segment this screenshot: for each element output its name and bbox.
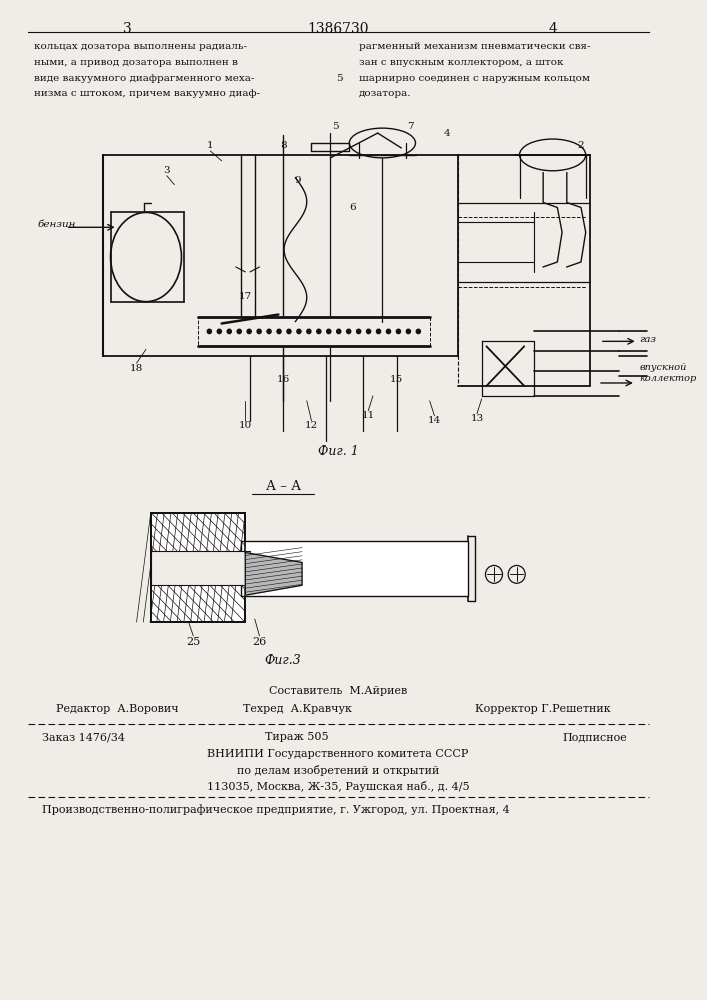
Text: 13: 13 — [470, 414, 484, 423]
Text: шарнирно соединен с наружным кольцом: шарнирно соединен с наружным кольцом — [358, 74, 590, 83]
Text: 113035, Москва, Ж-35, Раушская наб., д. 4/5: 113035, Москва, Ж-35, Раушская наб., д. … — [206, 781, 469, 792]
Text: рагменный механизм пневматически свя-: рагменный механизм пневматически свя- — [358, 42, 590, 51]
Circle shape — [227, 329, 231, 334]
Text: по делам изобретений и открытий: по делам изобретений и открытий — [237, 765, 439, 776]
Circle shape — [307, 329, 311, 334]
Text: дозатора.: дозатора. — [358, 89, 411, 98]
Bar — [151, 551, 250, 585]
Text: 2: 2 — [578, 141, 584, 150]
Circle shape — [247, 329, 251, 334]
Text: кольцах дозатора выполнены радиаль-: кольцах дозатора выполнены радиаль- — [35, 42, 247, 51]
Text: Корректор Г.Решетник: Корректор Г.Решетник — [475, 704, 611, 714]
Text: Фиг.3: Фиг.3 — [264, 654, 301, 667]
Text: Редактор  А.Ворович: Редактор А.Ворович — [56, 704, 179, 714]
Text: Производственно-полиграфическое предприятие, г. Ужгород, ул. Проектная, 4: Производственно-полиграфическое предприя… — [42, 804, 510, 815]
Text: Заказ 1476/34: Заказ 1476/34 — [42, 732, 125, 742]
Text: ВНИИПИ Государственного комитета СССР: ВНИИПИ Государственного комитета СССР — [207, 749, 469, 759]
Text: 15: 15 — [390, 375, 403, 384]
Text: ными, а привод дозатора выполнен в: ными, а привод дозатора выполнен в — [35, 58, 238, 67]
Text: 4: 4 — [443, 129, 450, 138]
Text: 5: 5 — [332, 122, 339, 131]
Text: А – А: А – А — [266, 480, 300, 493]
Circle shape — [376, 329, 380, 334]
Circle shape — [267, 329, 271, 334]
Text: бензин: бензин — [37, 220, 76, 229]
Text: 11: 11 — [361, 411, 375, 420]
Polygon shape — [245, 553, 302, 595]
Text: 8: 8 — [280, 141, 286, 150]
Text: 18: 18 — [130, 364, 144, 373]
Bar — [151, 513, 245, 622]
Text: низма с штоком, причем вакуумно диаф-: низма с штоком, причем вакуумно диаф- — [35, 89, 261, 98]
Circle shape — [287, 329, 291, 334]
Text: 26: 26 — [252, 637, 267, 647]
Text: Подписное: Подписное — [562, 732, 627, 742]
Text: 3: 3 — [163, 166, 170, 175]
Circle shape — [366, 329, 370, 334]
Text: 9: 9 — [294, 176, 300, 185]
Circle shape — [237, 329, 241, 334]
Text: 3: 3 — [123, 22, 132, 36]
Text: впускной
коллектор: впускной коллектор — [640, 363, 697, 383]
Circle shape — [297, 329, 301, 334]
Circle shape — [317, 329, 321, 334]
Circle shape — [217, 329, 221, 334]
Text: 1: 1 — [207, 141, 214, 150]
Text: 14: 14 — [428, 416, 441, 425]
Text: 1386730: 1386730 — [308, 22, 369, 36]
Circle shape — [397, 329, 401, 334]
Text: Фиг. 1: Фиг. 1 — [317, 445, 358, 458]
Text: Техред  А.Кравчук: Техред А.Кравчук — [243, 704, 352, 714]
Text: Тираж 505: Тираж 505 — [266, 732, 329, 742]
Text: Составитель  М.Айриев: Составитель М.Айриев — [269, 686, 407, 696]
Circle shape — [407, 329, 411, 334]
Circle shape — [346, 329, 351, 334]
Circle shape — [387, 329, 390, 334]
Text: газ: газ — [640, 335, 657, 344]
Text: 10: 10 — [239, 421, 252, 430]
Text: 6: 6 — [349, 203, 356, 212]
Circle shape — [337, 329, 341, 334]
Text: 7: 7 — [407, 122, 414, 131]
Text: 17: 17 — [239, 292, 252, 301]
Circle shape — [277, 329, 281, 334]
Text: виде вакуумного диафрагменного меха-: виде вакуумного диафрагменного меха- — [35, 74, 255, 83]
Circle shape — [416, 329, 421, 334]
Text: 12: 12 — [305, 421, 318, 430]
Text: 25: 25 — [186, 637, 200, 647]
Text: зан с впускным коллектором, а шток: зан с впускным коллектором, а шток — [358, 58, 563, 67]
Text: 4: 4 — [548, 22, 557, 36]
Circle shape — [207, 329, 211, 334]
Circle shape — [257, 329, 261, 334]
Circle shape — [356, 329, 361, 334]
Bar — [240, 541, 467, 596]
Circle shape — [327, 329, 331, 334]
Bar — [151, 513, 245, 622]
Text: 5: 5 — [336, 74, 342, 83]
Text: 16: 16 — [276, 375, 290, 384]
